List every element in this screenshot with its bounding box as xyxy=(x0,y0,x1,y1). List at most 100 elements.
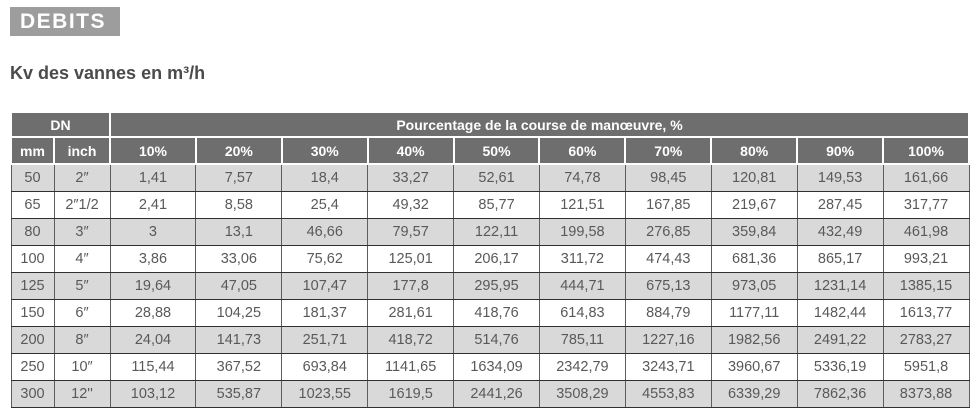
cell-kv-value: 317,77 xyxy=(882,190,970,219)
cell-kv-value: 287,45 xyxy=(796,190,884,219)
cell-kv-value: 167,85 xyxy=(624,190,712,219)
cell-dn-mm: 150 xyxy=(10,298,55,327)
cell-kv-value: 1613,77 xyxy=(882,298,970,327)
cell-kv-value: 418,72 xyxy=(367,325,455,354)
cell-kv-value: 46,66 xyxy=(281,217,369,246)
cell-kv-value: 103,12 xyxy=(109,379,197,408)
cell-kv-value: 115,44 xyxy=(109,352,197,381)
cell-kv-value: 295,95 xyxy=(453,271,540,300)
cell-kv-value: 1982,56 xyxy=(710,325,798,354)
cell-dn-mm: 80 xyxy=(10,217,55,246)
cell-kv-value: 19,64 xyxy=(109,271,197,300)
cell-kv-value: 514,76 xyxy=(453,325,540,354)
cell-kv-value: 7,57 xyxy=(195,163,283,192)
cell-kv-value: 2441,26 xyxy=(453,379,540,408)
cell-kv-value: 1177,11 xyxy=(710,298,798,327)
cell-kv-value: 993,21 xyxy=(882,244,970,273)
cell-kv-value: 2342,79 xyxy=(538,352,626,381)
cell-kv-value: 25,4 xyxy=(281,190,369,219)
cell-kv-value: 74,78 xyxy=(538,163,626,192)
cell-dn-inch: 5″ xyxy=(53,271,111,300)
cell-kv-value: 75,62 xyxy=(281,244,369,273)
cell-kv-value: 535,87 xyxy=(195,379,283,408)
cell-kv-value: 5951,8 xyxy=(882,352,970,381)
column-header-inch: inch xyxy=(52,136,112,165)
column-header-80pct: 80% xyxy=(710,136,799,165)
cell-kv-value: 4553,83 xyxy=(624,379,712,408)
cell-kv-value: 1227,16 xyxy=(624,325,712,354)
cell-kv-value: 206,17 xyxy=(453,244,540,273)
cell-kv-value: 359,84 xyxy=(710,217,798,246)
cell-kv-value: 52,61 xyxy=(453,163,540,192)
cell-kv-value: 199,58 xyxy=(538,217,626,246)
column-header-100pct: 100% xyxy=(882,136,970,165)
cell-dn-inch: 6″ xyxy=(53,298,111,327)
table-row: 200 8″ 24,04 141,73 251,71 418,72 514,76 785,11… xyxy=(10,325,970,354)
cell-kv-value: 3 xyxy=(109,217,197,246)
cell-kv-value: 107,47 xyxy=(281,271,369,300)
column-header-60pct: 60% xyxy=(538,136,627,165)
table-row: 100 4″ 3,86 33,06 75,62 125,01 206,17 311,72 474… xyxy=(10,244,970,273)
cell-kv-value: 219,67 xyxy=(710,190,798,219)
cell-kv-value: 33,27 xyxy=(367,163,455,192)
cell-dn-mm: 100 xyxy=(10,244,55,273)
cell-kv-value: 47,05 xyxy=(195,271,283,300)
cell-kv-value: 125,01 xyxy=(367,244,455,273)
cell-kv-value: 461,98 xyxy=(882,217,970,246)
cell-kv-value: 122,11 xyxy=(453,217,540,246)
kv-table-body: 50 2″ 1,41 7,57 18,4 33,27 52,61 74,78 98,45 120,… xyxy=(10,163,970,408)
table-row: 250 10″ 115,44 367,52 693,84 1141,65 1634,09 23… xyxy=(10,352,970,381)
table-row: 80 3″ 3 13,1 46,66 79,57 122,11 199,58 276,85 359… xyxy=(10,217,970,246)
cell-kv-value: 418,76 xyxy=(453,298,540,327)
column-header-50pct: 50% xyxy=(452,136,541,165)
cell-dn-mm: 125 xyxy=(10,271,55,300)
cell-kv-value: 311,72 xyxy=(538,244,626,273)
column-header-40pct: 40% xyxy=(366,136,455,165)
cell-kv-value: 251,71 xyxy=(281,325,369,354)
cell-kv-value: 141,73 xyxy=(195,325,283,354)
cell-kv-value: 18,4 xyxy=(281,163,369,192)
cell-dn-inch: 8″ xyxy=(53,325,111,354)
table-row: 65 2″1/2 2,41 8,58 25,4 49,32 85,77 121,51 167,8… xyxy=(10,190,970,219)
cell-kv-value: 2491,22 xyxy=(796,325,884,354)
cell-dn-mm: 300 xyxy=(10,379,55,408)
cell-kv-value: 276,85 xyxy=(624,217,712,246)
cell-dn-inch: 2″ xyxy=(53,163,111,192)
cell-kv-value: 177,8 xyxy=(367,271,455,300)
cell-kv-value: 8,58 xyxy=(195,190,283,219)
cell-kv-value: 693,84 xyxy=(281,352,369,381)
cell-kv-value: 6339,29 xyxy=(710,379,798,408)
cell-kv-value: 149,53 xyxy=(796,163,884,192)
cell-kv-value: 161,66 xyxy=(882,163,970,192)
cell-dn-mm: 50 xyxy=(10,163,55,192)
group-header-row: DN Pourcentage de la course de manœuvre,… xyxy=(9,111,970,138)
cell-kv-value: 681,36 xyxy=(710,244,798,273)
cell-kv-value: 1634,09 xyxy=(453,352,540,381)
table-title: Kv des vannes en m³/h xyxy=(10,63,206,83)
table-row: 150 6″ 28,88 104,25 181,37 281,61 418,76 614,83… xyxy=(10,298,970,327)
cell-kv-value: 2,41 xyxy=(109,190,197,219)
cell-kv-value: 121,51 xyxy=(538,190,626,219)
cell-kv-value: 444,71 xyxy=(538,271,626,300)
cell-kv-value: 28,88 xyxy=(109,298,197,327)
cell-kv-value: 8373,88 xyxy=(882,379,970,408)
cell-dn-mm: 200 xyxy=(10,325,55,354)
cell-kv-value: 432,49 xyxy=(796,217,884,246)
cell-dn-inch: 12'' xyxy=(53,379,111,408)
cell-kv-value: 1619,5 xyxy=(367,379,455,408)
cell-dn-inch: 10″ xyxy=(53,352,111,381)
cell-kv-value: 1482,44 xyxy=(796,298,884,327)
cell-kv-value: 675,13 xyxy=(624,271,712,300)
column-header-30pct: 30% xyxy=(280,136,369,165)
cell-kv-value: 785,11 xyxy=(538,325,626,354)
table-row: 125 5″ 19,64 47,05 107,47 177,8 295,95 444,71 67… xyxy=(10,271,970,300)
cell-kv-value: 181,37 xyxy=(281,298,369,327)
cell-kv-value: 614,83 xyxy=(538,298,626,327)
section-title-banner: DEBITS xyxy=(10,7,121,36)
cell-kv-value: 24,04 xyxy=(109,325,197,354)
percent-group-header: Pourcentage de la course de manœuvre, % xyxy=(109,111,970,138)
column-header-90pct: 90% xyxy=(796,136,885,165)
column-header-row: mm inch 10% 20% 30% 40% 50% 60% 70% 80% 90% 100% xyxy=(10,136,970,165)
cell-kv-value: 79,57 xyxy=(367,217,455,246)
cell-kv-value: 474,43 xyxy=(624,244,712,273)
